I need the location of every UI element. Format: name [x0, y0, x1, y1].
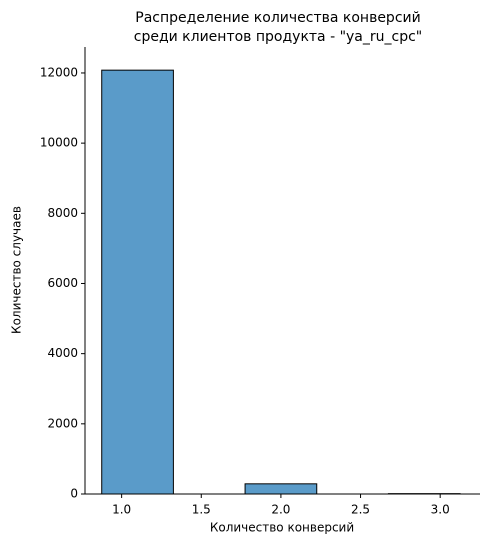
y-tick-label: 10000: [40, 136, 78, 150]
y-tick-label: 2000: [47, 416, 78, 430]
y-tick-label: 0: [70, 487, 78, 501]
x-axis-label: Количество конверсий: [210, 521, 354, 535]
chart-title: Распределение количества конверсий: [135, 10, 420, 26]
y-axis-label: Количество случаев: [10, 206, 24, 334]
y-tick-label: 8000: [47, 206, 78, 220]
y-tick-label: 6000: [47, 276, 78, 290]
y-tick-label: 4000: [47, 346, 78, 360]
bar: [102, 70, 174, 494]
y-tick-label: 12000: [40, 65, 78, 79]
x-tick-label: 3.0: [431, 503, 450, 517]
bar: [245, 484, 317, 494]
x-tick-label: 2.0: [271, 503, 290, 517]
chart-title: среди клиентов продукта - "ya_ru_cpc": [134, 29, 422, 45]
x-tick-label: 1.0: [112, 503, 131, 517]
x-tick-label: 2.5: [351, 503, 370, 517]
x-tick-label: 1.5: [192, 503, 211, 517]
